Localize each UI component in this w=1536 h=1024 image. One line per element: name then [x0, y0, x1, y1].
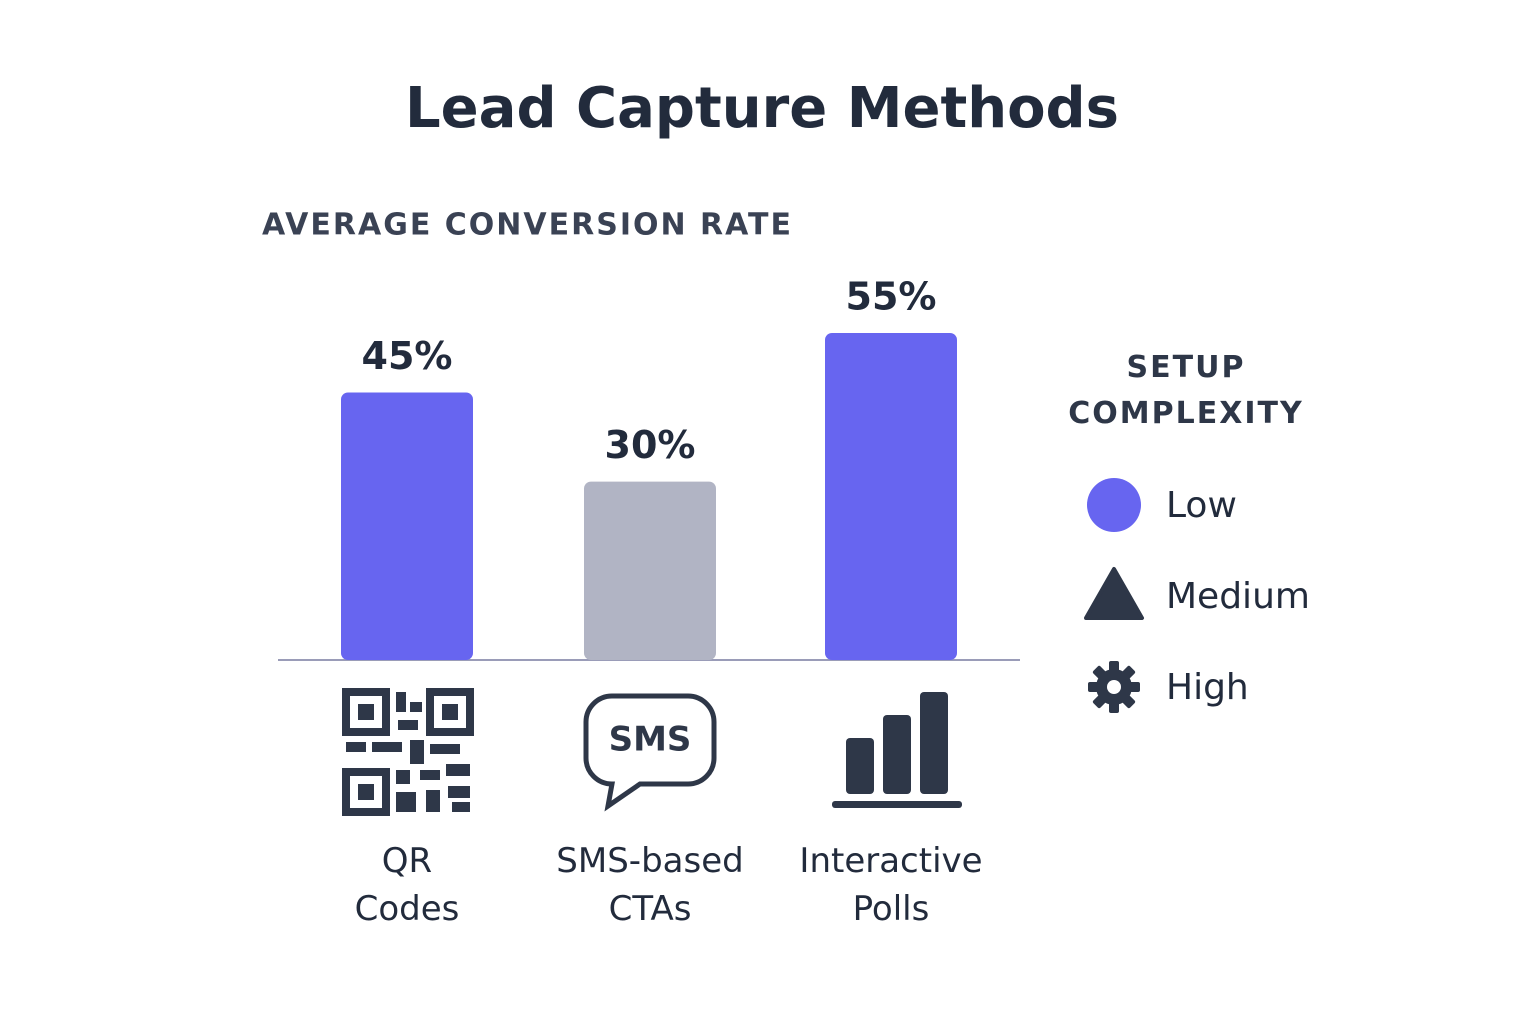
- poll-icon: [832, 692, 962, 808]
- value-label: 55%: [846, 275, 937, 319]
- chart-subtitle: AVERAGE CONVERSION RATE: [262, 208, 793, 243]
- legend-label: Medium: [1166, 576, 1310, 617]
- category-label: Interactive Polls: [799, 841, 982, 929]
- legend-label: High: [1166, 667, 1249, 708]
- sms-icon: [583, 693, 717, 812]
- legend-marker: [1088, 661, 1140, 713]
- bar: [825, 333, 957, 660]
- bar: [584, 481, 716, 660]
- icon-label: SMS: [609, 720, 692, 760]
- legend-marker: [1084, 567, 1144, 620]
- gear-hole: [1107, 680, 1121, 694]
- legend-marker: [1087, 478, 1141, 532]
- value-label: 45%: [362, 334, 453, 378]
- bar: [341, 392, 473, 660]
- chart-title: Lead Capture Methods: [405, 76, 1119, 141]
- value-label: 30%: [605, 423, 696, 467]
- category-label: QR Codes: [355, 841, 460, 929]
- legend-label: Low: [1166, 485, 1237, 526]
- legend-title: SETUP COMPLEXITY: [1068, 350, 1303, 431]
- category-label: SMS-based CTAs: [556, 841, 743, 929]
- qr-icon: [342, 688, 474, 816]
